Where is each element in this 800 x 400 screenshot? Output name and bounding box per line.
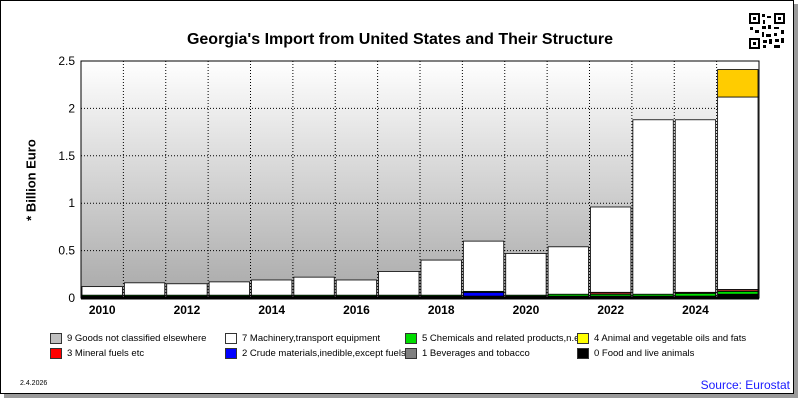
legend-label: 9 Goods not classified elsewhere: [67, 333, 207, 344]
y-tick-label: 0.5: [58, 244, 75, 258]
legend-swatch: [577, 333, 589, 344]
y-tick-label: 2.5: [58, 54, 75, 68]
legend: 9 Goods not classified elsewhere 7 Machin…: [50, 332, 750, 378]
bar-segment: [251, 279, 293, 296]
legend-label: 1 Beverages and tobacco: [422, 348, 530, 359]
legend-label: 5 Chemicals and related products,n.e.s.: [422, 333, 590, 344]
legend-label: 7 Machinery,transport equipment: [242, 333, 381, 344]
legend-label: 2 Crude materials,inedible,except fuels: [242, 348, 406, 359]
y-tick-label: 1: [68, 196, 75, 210]
chart-title: Georgia's Import from United States and …: [186, 31, 614, 48]
x-tick-label: 2024: [682, 303, 709, 317]
bar-segment: [632, 119, 674, 295]
legend-swatch: [577, 348, 589, 359]
bar-segment: [420, 259, 462, 296]
y-tick-label: 2: [68, 101, 75, 115]
legend-label: 4 Animal and vegetable oils and fats: [594, 333, 747, 344]
bar-segment: [674, 119, 717, 293]
y-tick-label: 0: [68, 291, 75, 305]
bar-segment: [547, 246, 589, 295]
bar-segment: [590, 206, 632, 293]
bar-segment: [505, 253, 547, 296]
date-stamp: 2.4.2026: [20, 380, 48, 387]
bar-segment: [378, 271, 420, 296]
y-tick-label: 1.5: [58, 149, 75, 163]
x-tick-label: 2010: [89, 303, 116, 317]
x-tick-label: 2018: [428, 303, 455, 317]
x-tick-label: 2014: [258, 303, 285, 317]
source-label: Source: Eurostat: [700, 378, 790, 392]
legend-label: 0 Food and live animals: [594, 348, 695, 359]
bar-segment: [208, 281, 250, 296]
x-tick-label: 2022: [597, 303, 624, 317]
bar-segment: [717, 290, 759, 295]
legend-swatch: [50, 333, 62, 344]
legend-label: 3 Mineral fuels etc: [67, 348, 145, 359]
bar-segment: [717, 96, 759, 290]
qr-code-icon: [748, 12, 786, 50]
bar-segment: [462, 240, 505, 292]
legend-swatch: [405, 333, 417, 344]
bar-segment: [123, 282, 166, 296]
x-tick-label: 2020: [513, 303, 540, 317]
legend-swatch: [225, 333, 237, 344]
legend-swatch: [225, 348, 237, 359]
x-tick-label: 2012: [174, 303, 201, 317]
bar-segment: [335, 279, 378, 296]
bar-segment: [166, 283, 208, 296]
legend-swatch: [405, 348, 417, 359]
bar-segment: [81, 286, 123, 296]
x-tick-label: 2016: [343, 303, 370, 317]
legend-swatch: [50, 348, 62, 359]
bar-segment: [293, 276, 335, 296]
bar-segment: [462, 291, 505, 297]
bar-segment: [717, 69, 759, 98]
